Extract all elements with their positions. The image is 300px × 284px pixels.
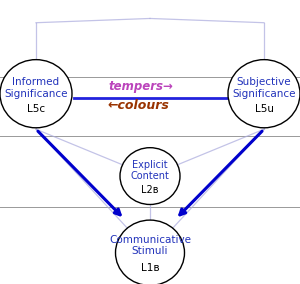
Text: tempers→: tempers→ (109, 80, 173, 93)
Text: L2в: L2в (141, 185, 159, 195)
Text: Informed
Significance: Informed Significance (4, 77, 68, 99)
Text: Explicit
Content: Explicit Content (130, 160, 170, 181)
Text: L5c: L5c (27, 104, 45, 114)
Circle shape (0, 60, 72, 128)
Text: Communicative
Stimuli: Communicative Stimuli (109, 235, 191, 256)
Circle shape (228, 60, 300, 128)
Text: L5u: L5u (254, 104, 274, 114)
Text: Subjective
Significance: Subjective Significance (232, 77, 296, 99)
Text: ←colours: ←colours (107, 99, 169, 112)
Text: L1в: L1в (141, 263, 159, 273)
Circle shape (116, 220, 184, 284)
Circle shape (120, 148, 180, 204)
